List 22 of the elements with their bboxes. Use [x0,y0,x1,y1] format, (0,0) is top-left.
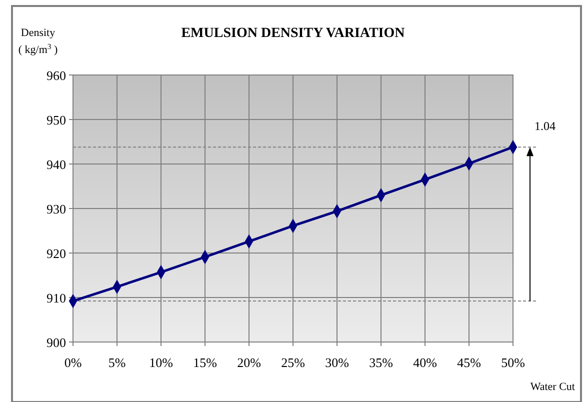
x-tick-label: 0% [64,355,82,370]
y-tick-label: 900 [46,335,66,350]
x-tick-label: 35% [369,355,394,370]
x-tick-label: 20% [237,355,262,370]
y-tick-label: 930 [46,202,66,216]
x-tick-label: 10% [149,355,174,370]
y-tick-label: 960 [46,68,66,83]
x-tick-label: 50% [501,355,526,370]
y-tick-label: 910 [46,290,66,306]
chart-title: EMULSION DENSITY VARIATION [181,26,405,41]
x-tick-label: 25% [281,355,306,370]
x-tick-label: 15% [193,355,218,370]
x-tick-label: 30% [325,355,350,370]
y-tick-label: 940 [46,157,66,172]
text: 1.04 [534,119,556,134]
x-tick-label: 5% [108,355,126,370]
y-tick-label: 950 [46,112,66,128]
y-axis-title: Density ( kg/m$^{3}$ ) [18,27,58,56]
y-tick-label: 920 [46,246,66,261]
x-axis-title: Water Cut [530,381,575,393]
x-tick-label: 40% [413,355,438,370]
x-tick-label: 45% [457,355,482,370]
